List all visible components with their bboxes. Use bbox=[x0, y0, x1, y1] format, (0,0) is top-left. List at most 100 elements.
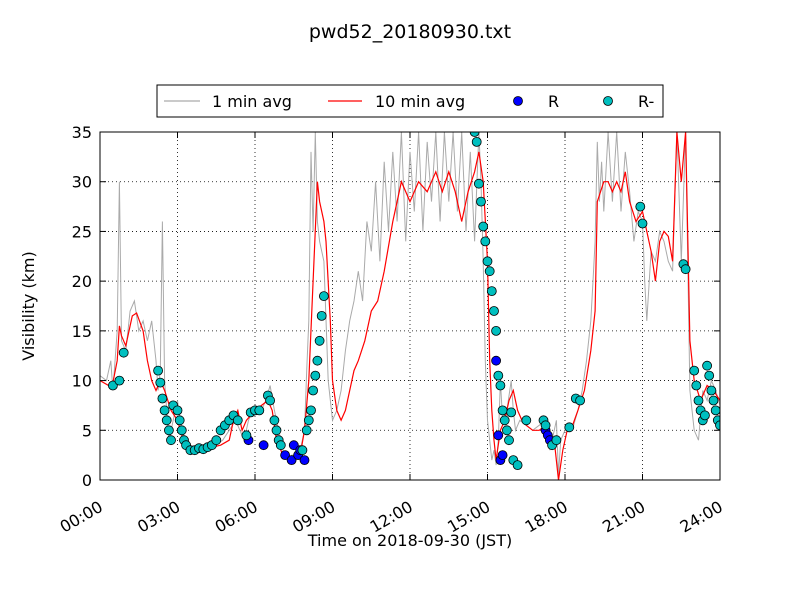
legend: 1 min avg 10 min avg R R- bbox=[156, 84, 664, 118]
point-R-minus bbox=[484, 266, 495, 277]
point-R-minus bbox=[108, 380, 118, 391]
point-R-minus bbox=[635, 201, 646, 212]
point-R-minus bbox=[161, 415, 172, 426]
point-R-minus bbox=[706, 385, 717, 396]
x-tick-label: 24:00 bbox=[677, 497, 726, 537]
chart-title: pwd52_20180930.txt bbox=[309, 21, 511, 43]
point-R-minus bbox=[301, 425, 312, 436]
x-tick-label: 21:00 bbox=[599, 497, 648, 537]
point-R-minus bbox=[174, 415, 185, 426]
point-R-minus bbox=[521, 415, 532, 426]
point-R-minus bbox=[715, 420, 720, 431]
point-R-minus bbox=[114, 375, 125, 386]
point-R-minus bbox=[318, 291, 329, 302]
point-R-minus bbox=[232, 415, 243, 426]
x-axis-label: Time on 2018-09-30 (JST) bbox=[307, 531, 512, 550]
legend-label-R-minus: R- bbox=[638, 92, 654, 111]
point-R-minus bbox=[275, 440, 286, 451]
y-tick-label: 10 bbox=[72, 372, 92, 391]
point-R-minus bbox=[153, 365, 164, 376]
point-R-minus bbox=[157, 393, 168, 404]
point-R-minus bbox=[166, 435, 176, 446]
x-tick-label: 18:00 bbox=[522, 497, 571, 537]
point-R-minus bbox=[689, 365, 700, 376]
point-R-minus bbox=[306, 405, 316, 416]
point-R-minus bbox=[691, 380, 702, 391]
point-R-minus bbox=[265, 395, 276, 406]
point-R bbox=[493, 430, 504, 441]
point-R-minus bbox=[308, 385, 319, 396]
x-tick-label: 00:00 bbox=[57, 497, 106, 537]
point-R-minus bbox=[310, 370, 321, 381]
point-R-minus bbox=[471, 136, 482, 147]
point-R-minus bbox=[499, 415, 510, 426]
legend-label-R: R bbox=[548, 92, 559, 111]
y-tick-label: 5 bbox=[82, 421, 92, 440]
point-R bbox=[258, 440, 269, 451]
legend-box bbox=[156, 84, 664, 118]
point-R-minus bbox=[680, 264, 691, 275]
point-R-minus bbox=[314, 335, 325, 346]
plot-data bbox=[100, 132, 720, 480]
point-R-minus bbox=[469, 132, 480, 137]
point-R-minus bbox=[704, 370, 715, 381]
point-R-minus bbox=[489, 306, 499, 316]
point-R-minus bbox=[297, 445, 308, 456]
point-R bbox=[491, 355, 502, 366]
point-R-minus bbox=[271, 425, 282, 436]
point-R-minus bbox=[493, 370, 504, 381]
y-tick-label: 25 bbox=[72, 222, 92, 241]
y-tick-label: 30 bbox=[72, 173, 92, 192]
point-R-minus bbox=[176, 425, 187, 436]
y-tick-label: 0 bbox=[82, 471, 92, 490]
point-R bbox=[288, 440, 299, 451]
point-R-minus bbox=[702, 360, 712, 371]
y-tick-label: 20 bbox=[72, 272, 92, 291]
point-R-minus bbox=[700, 410, 710, 421]
point-R bbox=[497, 450, 508, 461]
point-R-minus bbox=[241, 430, 252, 441]
point-R-minus bbox=[575, 395, 585, 406]
point-R-minus bbox=[693, 395, 704, 406]
x-tick-label: 03:00 bbox=[134, 497, 183, 537]
point-R-minus bbox=[486, 286, 497, 297]
point-R-minus bbox=[118, 347, 129, 358]
point-R bbox=[280, 450, 291, 461]
point-R-minus bbox=[564, 422, 575, 433]
point-R-minus bbox=[269, 415, 280, 426]
point-R-minus bbox=[155, 377, 166, 388]
y-tick-label: 35 bbox=[72, 123, 92, 142]
point-R-minus bbox=[473, 178, 484, 189]
point-R-minus bbox=[254, 405, 265, 416]
point-R-minus bbox=[708, 395, 719, 406]
x-tick-label: 06:00 bbox=[212, 497, 261, 537]
point-R-minus bbox=[491, 325, 502, 336]
point-R-minus bbox=[159, 405, 170, 416]
point-R-minus bbox=[480, 236, 491, 247]
point-R-minus bbox=[172, 405, 183, 416]
y-axis-label: Visibility (km) bbox=[19, 251, 38, 360]
point-R-minus bbox=[211, 435, 222, 446]
y-tick-label: 15 bbox=[72, 322, 92, 341]
point-R-minus bbox=[637, 218, 648, 229]
point-R-minus bbox=[312, 355, 323, 366]
point-R-minus bbox=[497, 405, 508, 416]
point-R-minus bbox=[476, 196, 486, 207]
point-R-minus bbox=[501, 425, 512, 436]
point-R-minus bbox=[540, 420, 551, 431]
point-R-minus bbox=[163, 425, 174, 436]
point-R-minus bbox=[482, 256, 493, 267]
legend-label-1min: 1 min avg bbox=[212, 92, 292, 111]
point-R-minus bbox=[478, 221, 489, 232]
point-R-minus bbox=[512, 460, 523, 471]
point-R-minus bbox=[504, 435, 514, 446]
point-R-minus bbox=[303, 415, 314, 426]
point-R bbox=[286, 455, 297, 466]
legend-marker-R-minus bbox=[603, 96, 613, 106]
legend-label-10min: 10 min avg bbox=[375, 92, 465, 111]
point-R-minus bbox=[506, 407, 517, 418]
point-R bbox=[299, 455, 310, 466]
legend-marker-R bbox=[513, 96, 523, 106]
